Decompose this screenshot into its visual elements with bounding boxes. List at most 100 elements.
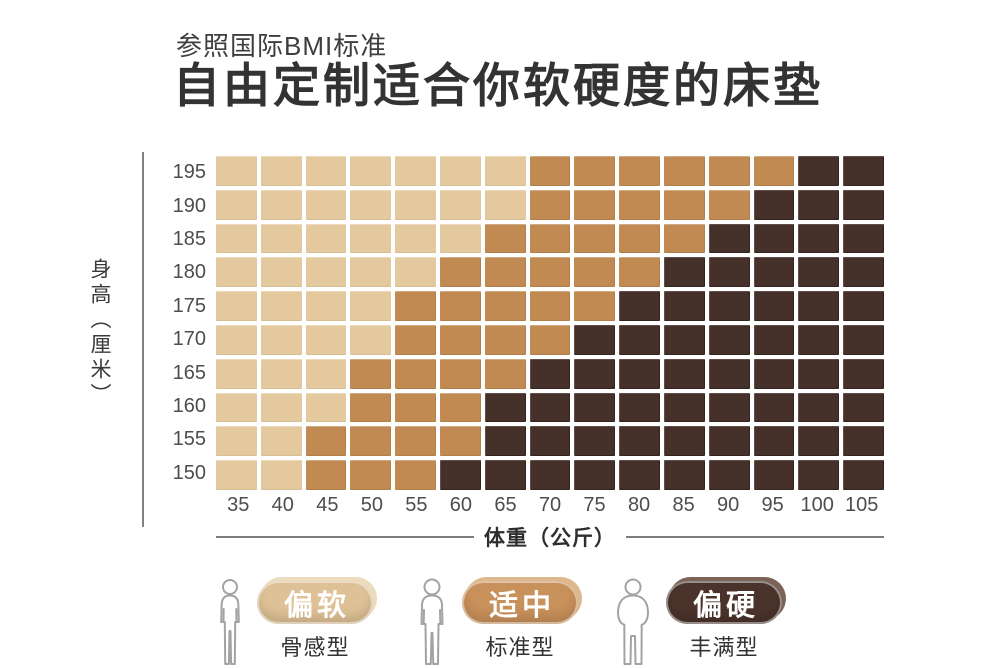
slim-person-icon — [220, 579, 240, 665]
y-tick-label: 190 — [172, 194, 206, 217]
heatmap-cell — [395, 324, 436, 355]
heatmap-cell — [260, 460, 302, 490]
page-title: 自由定制适合你软硬度的床垫 — [173, 59, 823, 112]
heatmap-cell — [753, 392, 795, 423]
heatmap-cell — [619, 291, 660, 321]
heatmap-cell — [484, 426, 526, 457]
heatmap-cell — [260, 358, 302, 389]
heatmap-cell — [305, 392, 347, 423]
heatmap-cell — [843, 257, 884, 288]
heatmap-cell — [439, 189, 481, 220]
heatmap-grid — [216, 156, 884, 490]
y-tick-label: 155 — [172, 428, 206, 451]
heatmap-cell — [619, 392, 660, 423]
heatmap-cell — [574, 460, 616, 490]
heatmap-cell — [574, 189, 616, 220]
y-tick-label: 185 — [172, 227, 206, 250]
heatmap-cell — [798, 291, 840, 321]
heatmap-cell — [708, 189, 750, 220]
heatmap-cell — [260, 291, 302, 321]
heatmap-cell — [663, 223, 705, 254]
x-tick-label: 50 — [360, 493, 383, 516]
heatmap-cell — [843, 460, 884, 490]
heatmap-cell — [350, 156, 392, 186]
heatmap-cell — [574, 257, 616, 288]
legend-item-plump: 偏硬 丰满型 — [610, 576, 786, 668]
heatmap-cell — [484, 257, 526, 288]
heatmap-cell — [305, 324, 347, 355]
legend-item-slim: 偏软 骨感型 — [213, 576, 377, 668]
heatmap-cell — [260, 189, 302, 220]
heatmap-cell — [753, 257, 795, 288]
legend-badge-label: 偏软 — [283, 589, 350, 622]
plump-person-icon — [617, 578, 649, 665]
heatmap-cell — [216, 189, 257, 220]
heatmap-cell — [798, 223, 840, 254]
heatmap-cell — [260, 257, 302, 288]
legend-labels: 适中 标准型 — [462, 576, 582, 662]
heatmap-cell — [708, 223, 750, 254]
heatmap-cell — [798, 392, 840, 423]
x-axis-title-row: 体重（公斤） — [216, 522, 884, 552]
plump-figure — [610, 578, 656, 668]
heatmap-cell — [663, 156, 705, 186]
x-tick-label: 95 — [761, 493, 784, 516]
heatmap-cell — [439, 426, 481, 457]
heatmap-cell — [395, 426, 436, 457]
slim-figure — [213, 578, 247, 668]
heatmap-cell — [305, 358, 347, 389]
x-tick-label: 90 — [717, 493, 740, 516]
heatmap-cell — [216, 291, 257, 321]
heatmap-cell — [619, 460, 660, 490]
heatmap-cell — [484, 223, 526, 254]
heatmap-cell — [753, 358, 795, 389]
heatmap-cell — [798, 358, 840, 389]
heatmap-cell — [574, 291, 616, 321]
y-tick-label: 180 — [172, 261, 206, 284]
y-tick-label: 150 — [172, 461, 206, 484]
heatmap-cell — [753, 460, 795, 490]
heatmap-cell — [260, 392, 302, 423]
heatmap-cell — [439, 460, 481, 490]
heatmap-cell — [708, 324, 750, 355]
heatmap-cell — [798, 257, 840, 288]
heatmap-cell — [798, 156, 840, 186]
heatmap-cell — [843, 291, 884, 321]
heatmap-cell — [260, 156, 302, 186]
heatmap-cell — [574, 392, 616, 423]
heatmap-cell — [843, 324, 884, 355]
y-axis-title: 身高（厘米） — [88, 258, 111, 408]
heatmap-cell — [708, 358, 750, 389]
heatmap-cell — [663, 189, 705, 220]
x-axis-ticks: 35 40 45 50 55 60 65 70 75 80 85 90 95 100 105 — [216, 492, 884, 518]
heatmap-cell — [708, 291, 750, 321]
legend-badge: 偏硬 — [666, 577, 786, 624]
heatmap-cell — [350, 358, 392, 389]
heatmap-cell — [439, 324, 481, 355]
heatmap-cell — [619, 189, 660, 220]
x-tick-label: 100 — [800, 493, 834, 516]
heatmap-cell — [216, 324, 257, 355]
heatmap-cell — [753, 426, 795, 457]
x-axis-title: 体重（公斤） — [484, 527, 616, 550]
heatmap-cell — [753, 156, 795, 186]
heatmap-cell — [439, 392, 481, 423]
heatmap-cell — [529, 324, 571, 355]
heatmap-cell — [574, 426, 616, 457]
heatmap-cell — [216, 156, 257, 186]
heatmap-cell — [843, 223, 884, 254]
heatmap-cell — [663, 460, 705, 490]
legend: 偏软 骨感型 适中 标准型 偏硬 丰满型 — [0, 576, 990, 668]
heatmap-cell — [395, 460, 436, 490]
x-axis-line-right — [626, 536, 884, 538]
heatmap-cell — [529, 156, 571, 186]
heatmap-cell — [350, 257, 392, 288]
heatmap-cell — [619, 223, 660, 254]
heatmap-cell — [395, 223, 436, 254]
heatmap-cell — [216, 358, 257, 389]
heatmap-cell — [663, 392, 705, 423]
legend-badge-label: 适中 — [488, 589, 555, 622]
heatmap-cell — [350, 426, 392, 457]
heatmap-cell — [753, 223, 795, 254]
